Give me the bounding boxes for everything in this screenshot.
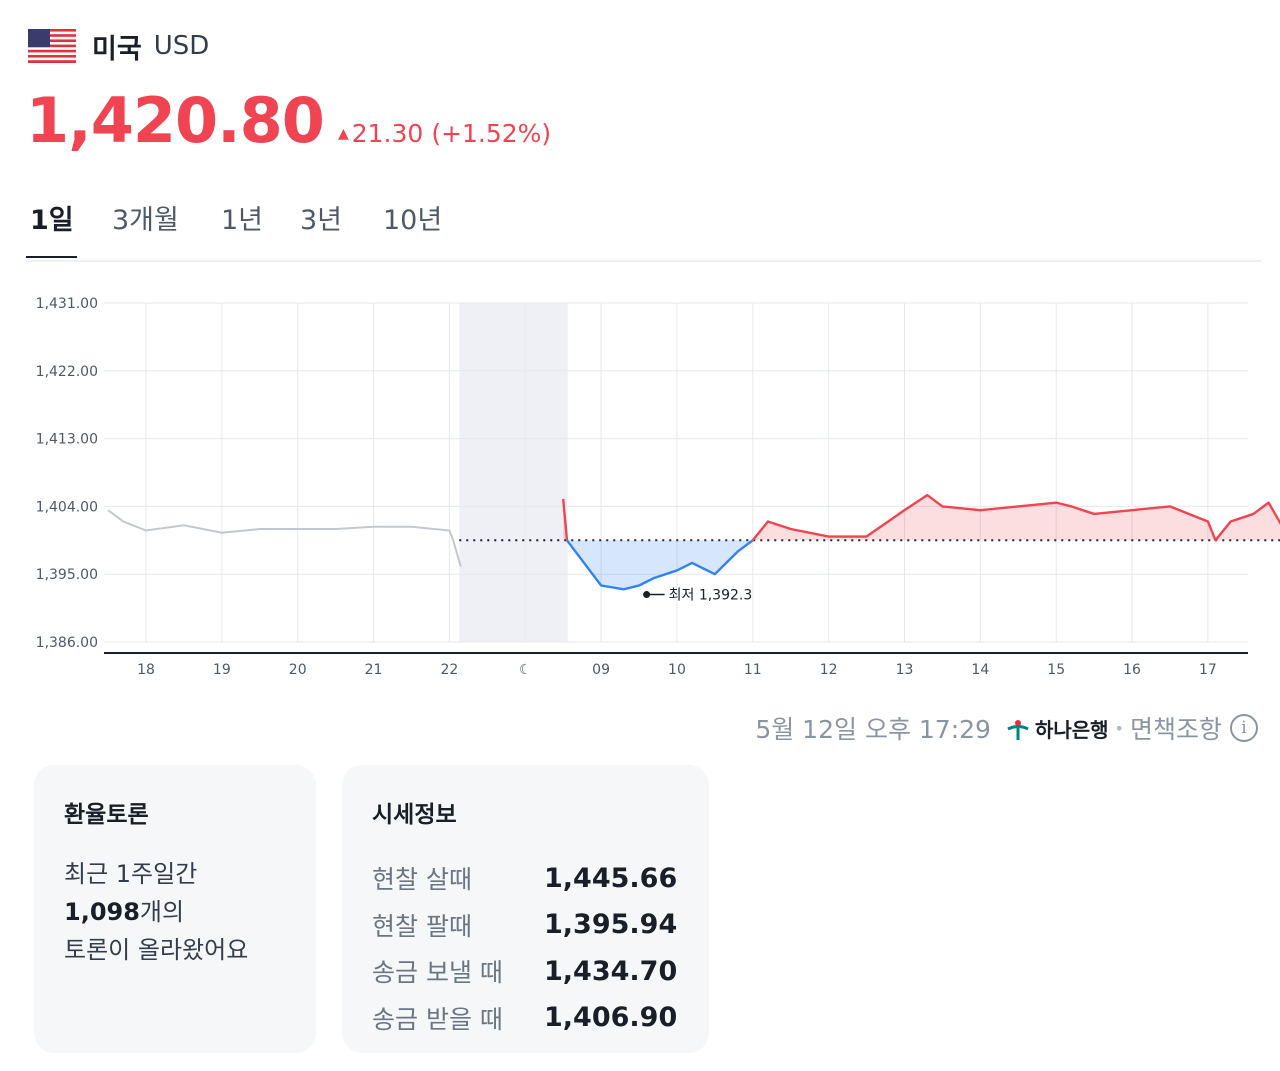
low-label: 최저 1,392.3 bbox=[669, 588, 753, 604]
rate-value-cash-sell: 1,395.94 bbox=[544, 909, 678, 941]
discussion-line2: 1,098개의 bbox=[64, 893, 286, 931]
x-tick-label: 21 bbox=[365, 662, 383, 678]
y-tick-label: 1,395.00 bbox=[36, 567, 98, 583]
y-tick-label: 1,431.00 bbox=[36, 296, 98, 312]
x-tick-label: 22 bbox=[440, 662, 458, 678]
y-tick-label: 1,413.00 bbox=[36, 432, 98, 448]
rate-row: 송금 받을 때 1,406.90 bbox=[372, 995, 679, 1042]
tab-3m[interactable]: 3개월 bbox=[112, 205, 179, 236]
rate-label-remit-send: 송금 보낼 때 bbox=[372, 958, 503, 988]
quote-timestamp: 5월 12일 오후 17:29 bbox=[755, 715, 991, 744]
currency-header: 미국 USD bbox=[28, 24, 209, 68]
exchange-rate-chart[interactable]: 1,431.00 1,422.00 1,413.00 1,404.00 1,395.00… bbox=[0, 288, 1280, 688]
y-tick-label: 1,404.00 bbox=[36, 499, 98, 515]
rate-row: 현찰 살때 1,445.66 bbox=[372, 855, 679, 902]
y-tick-label: 1,386.00 bbox=[36, 635, 98, 651]
rate-value-remit-receive: 1,406.90 bbox=[544, 1002, 678, 1034]
separator-dot: • bbox=[1114, 718, 1124, 738]
price-change: ▲ 21.30 (+1.52%) bbox=[338, 119, 551, 148]
currency-code: USD bbox=[153, 31, 210, 61]
rate-label-cash-sell: 현찰 팔때 bbox=[372, 911, 472, 941]
info-icon[interactable]: i bbox=[1230, 714, 1258, 742]
x-tick-label: 16 bbox=[1123, 662, 1141, 678]
tab-1d[interactable]: 1일 bbox=[30, 205, 74, 236]
previous-series-line bbox=[107, 509, 462, 567]
moon-icon: ☾ bbox=[519, 662, 532, 678]
night-shade bbox=[459, 303, 568, 642]
discussion-card[interactable]: 환율토론 최근 1주일간 1,098개의 토론이 올라왔어요 bbox=[34, 765, 316, 1053]
series-line-up bbox=[751, 493, 1280, 542]
x-tick-label: 14 bbox=[971, 662, 989, 678]
x-tick-label: 09 bbox=[592, 662, 610, 678]
tab-10y[interactable]: 10년 bbox=[383, 205, 443, 236]
period-tabs: 1일 3개월 1년 3년 10년 bbox=[26, 190, 1261, 262]
hana-bank-logo-icon bbox=[1007, 720, 1029, 740]
x-tick-label: 17 bbox=[1199, 662, 1217, 678]
up-triangle-icon: ▲ bbox=[337, 126, 349, 142]
area-fill-up bbox=[752, 495, 1280, 541]
x-tick-label: 10 bbox=[668, 662, 686, 678]
series-line-down bbox=[566, 539, 754, 591]
discussion-count-suffix: 개의 bbox=[139, 898, 185, 926]
rate-row: 송금 보낼 때 1,434.70 bbox=[372, 948, 679, 995]
discussion-line1: 최근 1주일간 bbox=[64, 860, 198, 888]
discussion-line3: 토론이 올라왔어요 bbox=[64, 936, 249, 964]
change-percent: (+1.52%) bbox=[431, 119, 552, 148]
x-tick-label: 12 bbox=[820, 662, 838, 678]
rate-label-remit-receive: 송금 받을 때 bbox=[372, 1004, 503, 1034]
rate-info-title: 시세정보 bbox=[372, 802, 457, 828]
tab-1y[interactable]: 1년 bbox=[221, 205, 264, 236]
x-tick-label: 18 bbox=[137, 662, 155, 678]
current-price: 1,420.80 bbox=[26, 84, 325, 157]
x-tick-label: 13 bbox=[896, 662, 914, 678]
active-tab-indicator bbox=[26, 256, 77, 258]
discussion-count: 1,098 bbox=[64, 898, 140, 926]
us-flag-icon bbox=[28, 29, 76, 63]
x-tick-label: 15 bbox=[1047, 662, 1065, 678]
x-tick-label: 19 bbox=[213, 662, 231, 678]
change-amount: 21.30 bbox=[351, 119, 424, 148]
x-tick-label: 11 bbox=[744, 662, 762, 678]
disclaimer-link[interactable]: 면책조항 bbox=[1129, 715, 1222, 744]
tab-3y[interactable]: 3년 bbox=[300, 205, 343, 236]
rate-value-remit-send: 1,434.70 bbox=[544, 955, 678, 987]
quote-meta: 5월 12일 오후 17:29 하나은행 • 면책조항 i bbox=[755, 708, 1258, 748]
rate-value-cash-buy: 1,445.66 bbox=[544, 862, 678, 894]
country-name: 미국 bbox=[92, 33, 142, 65]
bank-name: 하나은행 bbox=[1034, 717, 1109, 742]
area-fill-down bbox=[566, 540, 753, 590]
rate-info-card: 시세정보 현찰 살때 1,445.66 현찰 팔때 1,395.94 송금 보낼… bbox=[342, 765, 709, 1053]
rate-row: 현찰 팔때 1,395.94 bbox=[372, 902, 679, 949]
price-row: 1,420.80 ▲ 21.30 (+1.52%) bbox=[26, 84, 551, 157]
bank-source: 하나은행 bbox=[1005, 714, 1109, 743]
x-tick-label: 20 bbox=[289, 662, 307, 678]
series-line-up bbox=[561, 498, 569, 541]
discussion-title: 환율토론 bbox=[64, 802, 149, 828]
rate-label-cash-buy: 현찰 살때 bbox=[372, 865, 472, 895]
y-tick-label: 1,422.00 bbox=[36, 364, 98, 380]
